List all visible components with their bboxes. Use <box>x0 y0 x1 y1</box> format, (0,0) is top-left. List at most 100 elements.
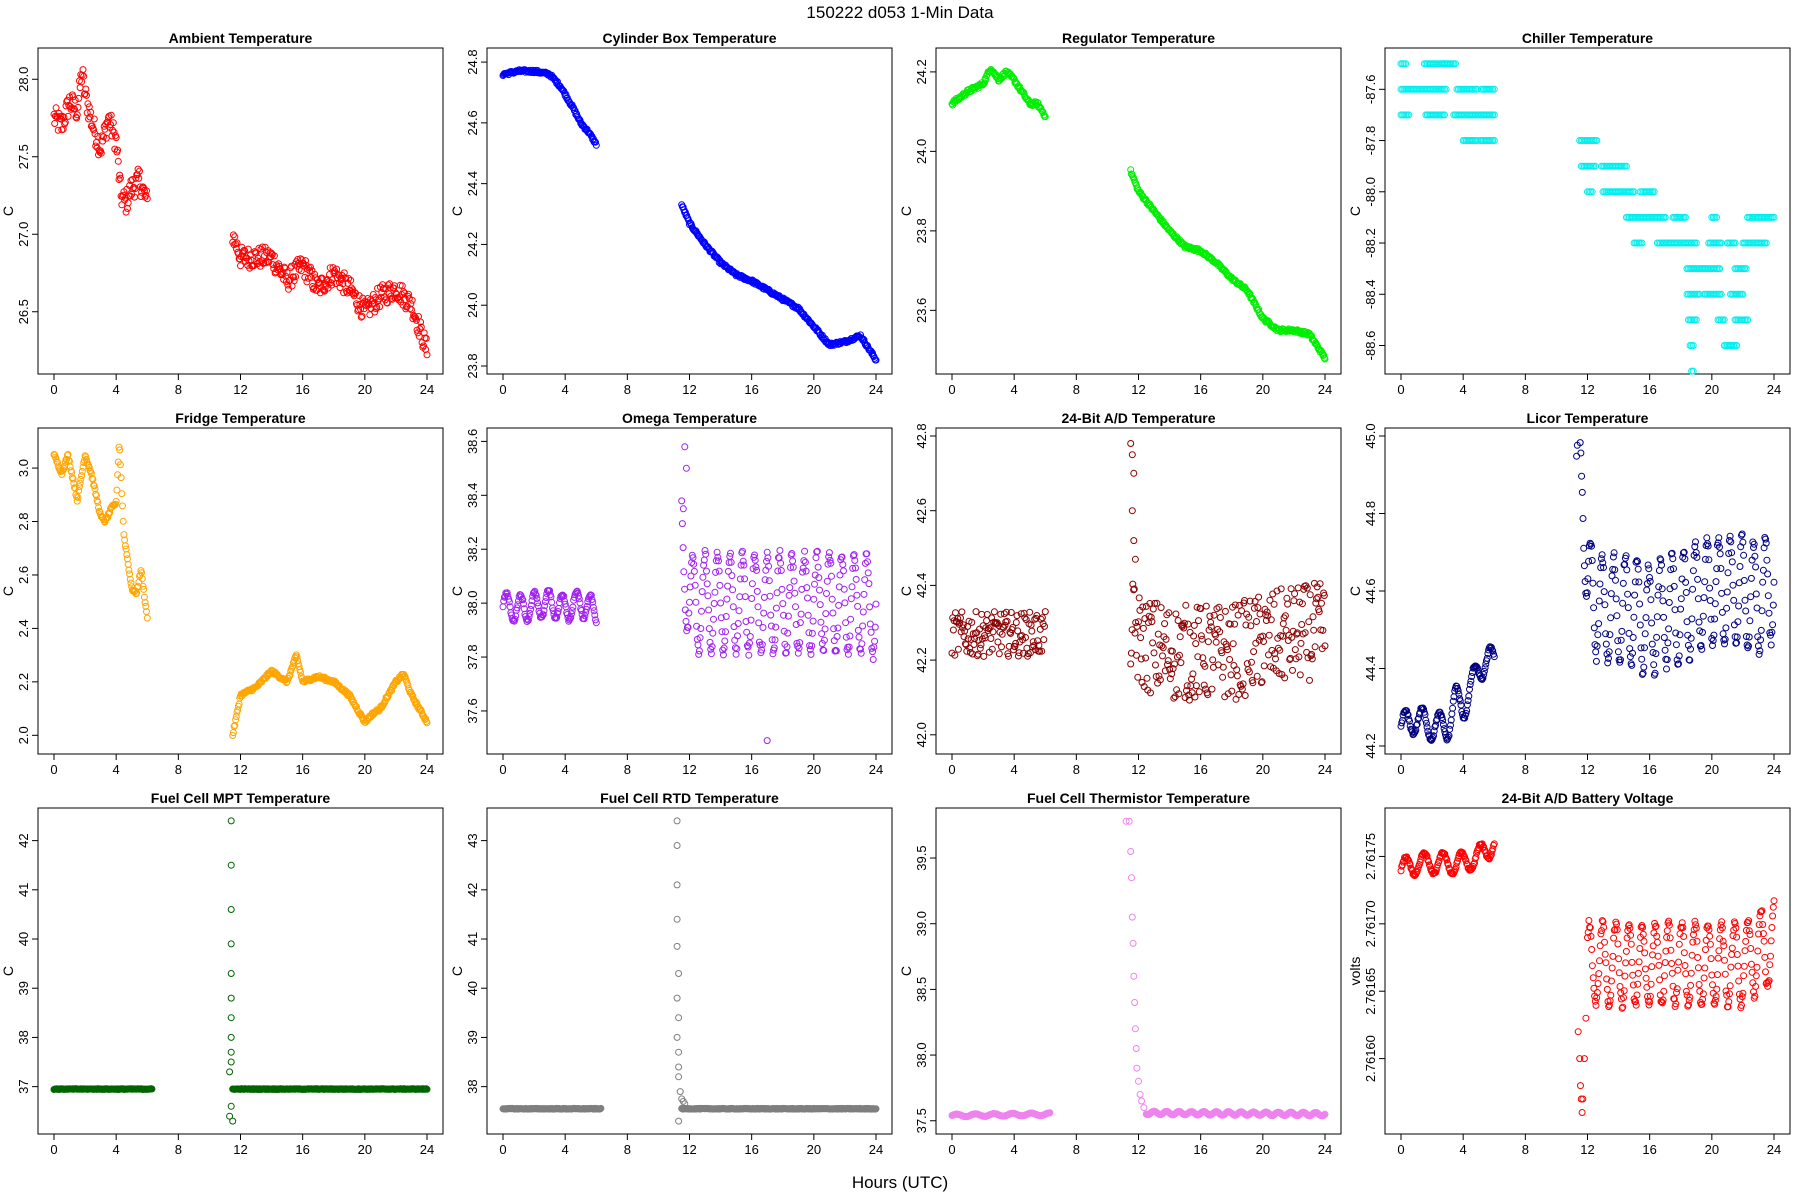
x-tick-label: 24 <box>1318 762 1332 777</box>
data-point <box>1172 610 1180 618</box>
y-tick-label: 2.8 <box>16 512 31 530</box>
data-point <box>131 185 139 193</box>
data-point <box>1630 613 1638 621</box>
data-point <box>1629 634 1637 641</box>
data-point <box>87 108 95 116</box>
data-point <box>416 325 424 333</box>
y-tick-label: 42.4 <box>914 573 929 598</box>
data-point <box>763 548 771 556</box>
x-tick-label: 0 <box>499 382 506 397</box>
data-point <box>1186 628 1194 636</box>
data-point <box>1191 693 1199 701</box>
data-point <box>822 610 830 618</box>
data-point <box>828 595 836 603</box>
data-point <box>716 581 724 589</box>
x-tick-label: 24 <box>420 382 434 397</box>
x-tick-label: 16 <box>295 762 309 777</box>
y-tick-label: 24.6 <box>465 110 480 135</box>
data-point <box>679 544 687 552</box>
x-tick-label: 20 <box>1705 1142 1719 1157</box>
data-point <box>1192 682 1200 690</box>
data-point <box>707 650 715 658</box>
data-point <box>1248 658 1255 666</box>
data-point <box>1631 591 1639 599</box>
data-point <box>981 79 988 87</box>
x-tick-label: 4 <box>1011 382 1018 397</box>
data-point <box>1297 639 1305 647</box>
data-point <box>673 817 681 825</box>
data-point <box>1158 642 1166 650</box>
data-point <box>835 601 843 609</box>
plot-frame <box>935 807 1342 1135</box>
data-point <box>859 622 867 630</box>
x-tick-label: 12 <box>233 762 247 777</box>
x-tick-label: 0 <box>948 762 955 777</box>
data-point <box>124 199 132 207</box>
data-point <box>1229 640 1237 648</box>
x-tick-label: 24 <box>420 762 434 777</box>
data-point <box>1034 99 1042 107</box>
y-axis: 23.824.024.224.424.624.8 <box>465 49 487 379</box>
data-point <box>1660 613 1668 621</box>
data-point <box>1279 620 1287 628</box>
data-point <box>673 1033 681 1041</box>
data-point <box>698 607 705 615</box>
data-points <box>50 443 431 739</box>
data-point <box>1290 597 1298 605</box>
x-tick-label: 8 <box>1522 382 1529 397</box>
data-point <box>134 165 142 173</box>
data-point <box>872 356 880 364</box>
data-point <box>1594 631 1602 639</box>
data-point <box>1135 594 1143 602</box>
data-point <box>1127 660 1135 668</box>
data-point <box>1291 646 1299 654</box>
data-point <box>816 601 824 609</box>
data-point <box>129 185 137 193</box>
data-point <box>866 603 874 611</box>
data-point <box>722 628 729 636</box>
data-point <box>1164 657 1172 665</box>
y-axis-label: C <box>898 966 914 976</box>
y-axis: 37.538.038.539.039.5 <box>914 845 936 1133</box>
x-tick-label: 16 <box>1642 382 1656 397</box>
data-point <box>410 313 418 320</box>
x-tick-label: 20 <box>358 762 372 777</box>
data-point <box>1161 620 1169 628</box>
data-points <box>948 817 1329 1121</box>
data-point <box>791 589 799 597</box>
data-point <box>703 580 711 588</box>
data-point <box>972 608 980 616</box>
y-tick-label: 24.4 <box>465 171 480 196</box>
y-tick-label: 44.6 <box>1363 578 1378 603</box>
x-tick-label: 24 <box>869 1142 883 1157</box>
data-point <box>1148 618 1156 626</box>
data-point <box>83 91 90 99</box>
x-tick-label: 8 <box>1522 762 1529 777</box>
data-point <box>1216 614 1224 621</box>
data-point <box>128 176 136 183</box>
data-point <box>1313 595 1320 603</box>
data-point <box>1747 574 1755 582</box>
x-tick-label: 4 <box>1460 762 1467 777</box>
data-point <box>1309 613 1317 621</box>
data-point <box>673 942 681 950</box>
data-point <box>852 575 860 583</box>
data-point <box>772 604 780 612</box>
x-tick-label: 20 <box>1256 1142 1270 1157</box>
data-point <box>715 567 723 575</box>
data-point <box>778 585 786 593</box>
data-point <box>1735 602 1743 610</box>
data-point <box>729 586 737 594</box>
data-point <box>1728 558 1736 566</box>
y-tick-label: 37.6 <box>465 698 480 723</box>
y-axis: 2.02.22.42.62.83.0 <box>16 459 38 744</box>
data-point <box>804 594 811 602</box>
x-tick-label: 8 <box>1073 762 1080 777</box>
data-point <box>1578 472 1586 480</box>
data-point <box>558 86 566 94</box>
x-axis: 0 4 8 12 16 20 24 <box>499 1134 883 1157</box>
